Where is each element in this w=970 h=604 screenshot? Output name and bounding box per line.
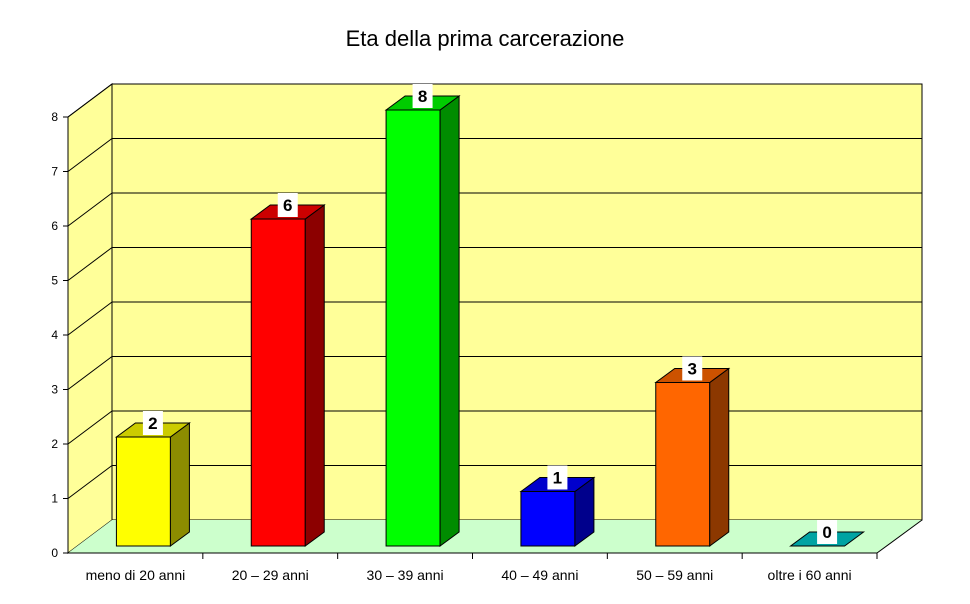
bar-side [709,367,730,547]
x-tick-label: 20 – 29 anni [232,567,309,583]
data-label: 6 [277,193,298,217]
data-label-bg [412,84,433,108]
gridline-side [67,301,113,336]
bar [114,422,191,547]
bar-front [385,109,441,547]
data-label-text: 8 [418,87,427,106]
x-tick-label: 30 – 39 anni [367,567,444,583]
x-tick-label: oltre i 60 anni [768,567,852,583]
y-tick-label: 7 [51,165,58,179]
y-tick-label: 3 [51,383,58,397]
bar [519,476,596,547]
bar-front [655,382,711,547]
data-label-bg [817,520,838,544]
y-axis-ticks: 0 1 2 3 4 5 6 7 8 [51,110,68,560]
data-label-text: 1 [553,469,562,488]
bar-side [439,95,460,547]
x-tick-label: 50 – 59 anni [636,567,713,583]
gridlines [67,83,922,499]
data-label: 1 [547,465,568,490]
gridline-side [67,356,113,390]
data-label-text: 6 [283,196,292,215]
gridline-side [67,138,113,172]
bar [249,204,326,547]
data-label-text: 3 [688,360,697,379]
data-labels: 2 6 8 1 3 0 [142,84,838,544]
y-tick-label: 4 [51,328,58,342]
y-tick-label: 2 [51,437,58,451]
y-tick-label: 5 [51,274,58,288]
bar-front [250,218,306,547]
gridline-side [67,247,113,281]
data-label: 3 [682,356,703,381]
floor-edge [876,519,923,554]
bar [654,367,731,547]
y-tick-label: 8 [51,110,58,124]
gridline-side [67,83,113,118]
data-label: 0 [817,520,838,544]
bar-side [304,204,325,547]
y-tick-label: 0 [51,546,58,560]
data-label: 2 [142,411,163,435]
bars [114,95,866,547]
x-tick-label: meno di 20 anni [86,567,186,583]
bar [384,95,461,547]
data-label-bg [277,193,298,217]
gridline-side [67,192,113,227]
x-tick-label: 40 – 49 anni [501,567,578,583]
y-tick-label: 1 [51,492,58,506]
data-label-text: 0 [822,523,831,542]
bar-front [520,491,576,547]
gridline-side [67,465,113,499]
bar-side [169,422,190,547]
data-label-bg [547,465,568,490]
x-axis-ticks: meno di 20 anni 20 – 29 anni 30 – 39 anni 4… [86,553,878,583]
bar-front [115,436,171,547]
data-label-bg [682,356,703,381]
y-tick-label: 6 [51,219,58,233]
gridline-side [67,410,113,445]
chart-title: Eta della prima carcerazione [345,26,625,51]
floor [68,520,922,553]
data-label-text: 2 [148,414,157,433]
data-label: 8 [412,84,433,108]
data-label-bg [142,411,163,435]
chart-walls [67,83,923,554]
